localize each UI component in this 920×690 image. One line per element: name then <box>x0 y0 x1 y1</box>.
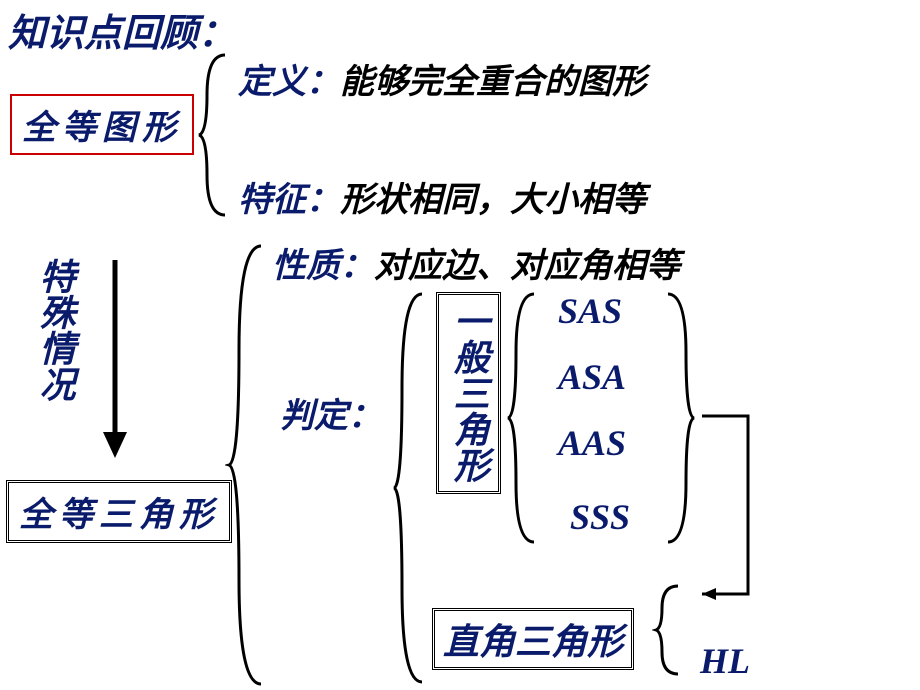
feat-label: 特征： <box>238 182 340 219</box>
box-congruent-figures: 全等图形 <box>10 94 194 155</box>
def-row: 定义：能够完全重合的图形 <box>238 54 646 103</box>
brace-1 <box>195 50 235 220</box>
method-hl: HL <box>700 640 750 682</box>
prop-label: 性质： <box>272 248 374 285</box>
arrow-down <box>95 260 135 460</box>
brace-5 <box>652 580 686 680</box>
prop-text: 对应边、对应角相等 <box>374 248 680 285</box>
brace-3 <box>390 288 432 688</box>
def-label: 定义： <box>238 64 340 101</box>
bracket-connector <box>698 410 818 610</box>
feat-row: 特征：形状相同，大小相等 <box>238 172 646 221</box>
page-title: 知识点回顾： <box>8 2 236 57</box>
method-aas: AAS <box>558 422 626 464</box>
brace-close-big <box>660 288 700 548</box>
brace-2 <box>225 240 271 690</box>
box-general-triangle: 一般三角形 <box>436 292 501 494</box>
box-right-triangle: 直角三角形 <box>432 608 634 670</box>
method-sss: SSS <box>570 496 630 538</box>
arrow-label: 特殊情况 <box>30 258 79 402</box>
method-sas: SAS <box>558 290 622 332</box>
feat-text: 形状相同，大小相等 <box>340 182 646 219</box>
box-congruent-triangles: 全等三角形 <box>6 480 232 543</box>
judge-label: 判定： <box>280 388 382 437</box>
method-asa: ASA <box>558 356 626 398</box>
brace-4 <box>504 288 544 548</box>
prop-row: 性质：对应边、对应角相等 <box>272 238 680 287</box>
def-text: 能够完全重合的图形 <box>340 64 646 101</box>
